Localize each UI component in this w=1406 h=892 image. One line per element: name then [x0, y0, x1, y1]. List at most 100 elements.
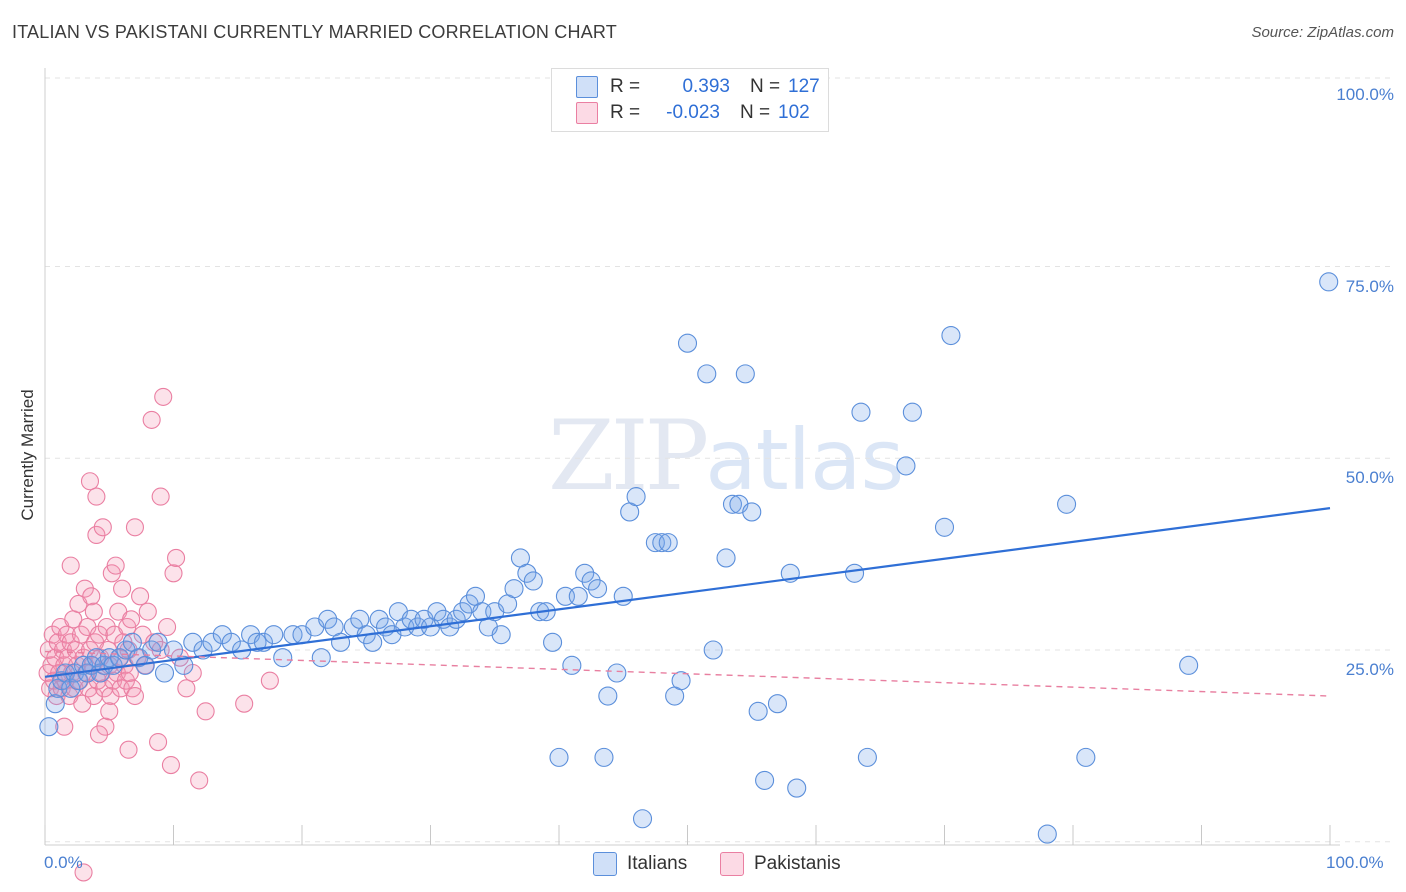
- data-point: [273, 648, 293, 668]
- data-point: [120, 663, 139, 683]
- data-point: [183, 632, 203, 652]
- data-point: [113, 579, 132, 598]
- legend-r-label: R =: [610, 76, 641, 97]
- data-point: [568, 586, 588, 606]
- source-note: Source: ZipAtlas.com: [1251, 24, 1394, 41]
- data-point: [125, 518, 144, 537]
- data-point: [844, 563, 865, 583]
- x-tick-label-min: 0.0%: [44, 853, 83, 872]
- pakistanis-legend-swatch: [720, 852, 744, 876]
- data-point: [369, 609, 389, 629]
- watermark: ZIPatlas: [548, 400, 904, 512]
- data-point: [138, 602, 157, 621]
- legend-n-label: N =: [740, 102, 771, 123]
- watermark-atlas: atlas: [705, 411, 904, 509]
- data-point: [1076, 747, 1096, 767]
- data-point: [82, 587, 101, 606]
- data-point: [167, 548, 186, 568]
- legend-n-value: 127: [788, 76, 820, 97]
- data-point: [549, 747, 569, 767]
- data-point: [164, 564, 183, 583]
- data-point: [598, 686, 618, 706]
- trend-layer: [44, 507, 1331, 697]
- data-point: [851, 402, 871, 422]
- data-point: [235, 694, 254, 713]
- pakistanis-legend-label: Pakistanis: [754, 853, 841, 874]
- data-point: [55, 717, 74, 736]
- data-point: [523, 571, 543, 591]
- data-point: [190, 771, 209, 790]
- data-point: [626, 487, 646, 507]
- data-point: [61, 556, 80, 575]
- watermark-zip: ZIP: [548, 400, 709, 512]
- legend-row-pakistanis: R = -0.023 N = 102: [576, 101, 810, 125]
- data-point: [742, 502, 762, 522]
- italians-swatch: [576, 76, 598, 98]
- data-point: [93, 518, 112, 537]
- x-tick-label-max: 100.0%: [1326, 853, 1384, 872]
- data-point: [453, 602, 473, 622]
- data-point: [131, 587, 150, 606]
- data-point: [318, 609, 338, 629]
- data-point: [896, 456, 916, 476]
- data-point: [264, 625, 284, 645]
- data-point: [677, 333, 698, 353]
- data-point: [1319, 272, 1339, 292]
- series-legend-italians[interactable]: Italians: [593, 852, 687, 876]
- data-point: [562, 655, 582, 675]
- data-point: [427, 602, 447, 622]
- data-point: [45, 694, 65, 714]
- data-point: [100, 702, 119, 721]
- data-point: [151, 487, 170, 506]
- data-point: [575, 563, 595, 583]
- data-point: [581, 571, 601, 591]
- data-point: [260, 671, 279, 690]
- data-point: [330, 632, 351, 652]
- data-point: [174, 655, 194, 675]
- y-tick-label-25: 25.0%: [1345, 660, 1394, 679]
- y-axis-label: Currently Married: [18, 389, 37, 521]
- data-point: [632, 809, 653, 829]
- data-point: [61, 678, 81, 698]
- grid-layer: [45, 77, 1392, 843]
- data-point: [161, 755, 180, 775]
- pakistanis-points: [38, 387, 279, 882]
- data-point: [671, 671, 691, 691]
- legend-n-value: 102: [778, 102, 810, 123]
- axis-layer: [44, 68, 1340, 846]
- data-point: [941, 325, 961, 346]
- data-point: [755, 770, 775, 790]
- data-point: [658, 533, 678, 553]
- data-point: [125, 686, 144, 706]
- data-point: [491, 625, 511, 645]
- italians-trend-line: [44, 507, 1331, 678]
- data-point: [106, 556, 125, 575]
- data-point: [607, 663, 627, 683]
- data-point: [158, 617, 177, 637]
- legend-r-label: R =: [610, 102, 641, 123]
- correlation-legend: R = 0.393 N = 127 R = -0.023 N = 102: [551, 68, 829, 132]
- y-tick-label-50: 50.0%: [1345, 468, 1394, 487]
- data-point: [735, 364, 755, 384]
- pakistanis-swatch: [576, 102, 598, 124]
- data-point: [247, 632, 267, 652]
- data-point: [80, 472, 100, 491]
- data-point: [767, 694, 788, 714]
- y-tick-label-100: 100.0%: [1336, 85, 1394, 104]
- data-point: [202, 632, 222, 652]
- data-point: [97, 617, 116, 637]
- data-point: [517, 563, 537, 583]
- data-point: [196, 702, 215, 721]
- data-point: [154, 663, 175, 683]
- italians-legend-label: Italians: [627, 853, 688, 874]
- data-point: [543, 632, 563, 652]
- series-legend-pakistanis[interactable]: Pakistanis: [720, 852, 841, 876]
- data-point: [697, 364, 717, 384]
- data-point: [652, 533, 672, 553]
- data-point: [119, 740, 138, 759]
- data-point: [1057, 494, 1077, 514]
- legend-n-label: N =: [750, 76, 781, 97]
- data-point: [142, 410, 161, 429]
- data-point: [722, 494, 743, 514]
